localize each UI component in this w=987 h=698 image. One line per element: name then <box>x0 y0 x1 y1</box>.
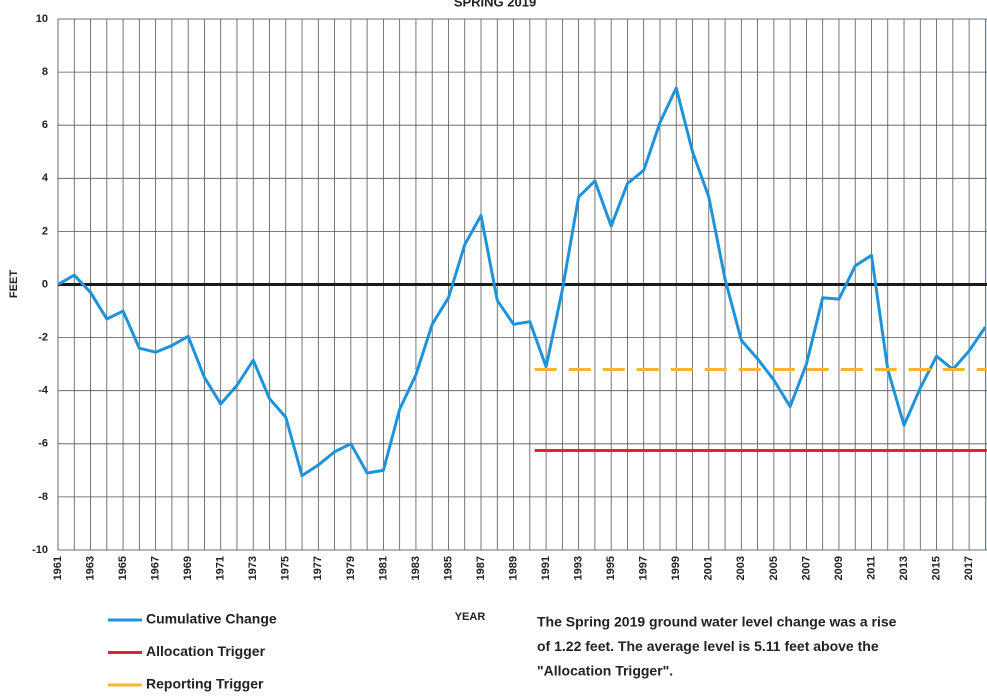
x-tick-label: 1989 <box>507 556 519 580</box>
y-tick-label: 8 <box>42 66 48 78</box>
y-tick-label: -6 <box>38 438 48 450</box>
x-tick-label: 1991 <box>540 556 552 580</box>
y-tick-label: -4 <box>38 385 49 397</box>
legend-label: Reporting Trigger <box>146 676 264 692</box>
x-tick-label: 2013 <box>898 556 910 580</box>
legend-label: Cumulative Change <box>146 611 277 627</box>
x-tick-label: 1987 <box>475 556 487 580</box>
x-tick-label: 1969 <box>182 556 194 580</box>
x-tick-label: 2015 <box>930 556 942 580</box>
x-tick-label: 2007 <box>800 556 812 580</box>
x-tick-label: 1967 <box>150 556 162 580</box>
annotation: "Allocation Trigger". <box>537 663 673 679</box>
y-tick-label: 2 <box>42 225 48 237</box>
x-tick-label: 1995 <box>605 556 617 580</box>
y-tick-label: 0 <box>42 278 48 290</box>
annotation: of 1.22 feet. The average level is 5.11 … <box>537 638 879 654</box>
x-tick-label: 1983 <box>410 556 422 580</box>
y-tick-label: -8 <box>38 491 48 503</box>
legend-label: Allocation Trigger <box>146 643 266 659</box>
y-tick-label: 4 <box>42 172 49 184</box>
x-tick-label: 1965 <box>117 556 129 580</box>
y-tick-label: -2 <box>38 332 48 344</box>
x-tick-label: 1997 <box>638 556 650 580</box>
x-tick-label: 2017 <box>963 556 975 580</box>
y-axis-label: FEET <box>8 270 20 298</box>
x-tick-label: 1977 <box>312 556 324 580</box>
x-tick-label: 1971 <box>215 556 227 580</box>
x-tick-label: 1961 <box>52 556 64 580</box>
y-tick-label: 6 <box>42 119 48 131</box>
series-line <box>58 86 987 478</box>
y-tick-label: -10 <box>32 544 48 556</box>
x-tick-label: 2003 <box>735 556 747 580</box>
x-tick-label: 2009 <box>833 556 845 580</box>
x-tick-label: 1975 <box>280 556 292 580</box>
x-tick-label: 2011 <box>865 556 877 580</box>
x-tick-label: 1981 <box>377 556 389 580</box>
annotation: The Spring 2019 ground water level chang… <box>537 614 897 630</box>
x-tick-label: 1985 <box>442 556 454 580</box>
x-tick-label: 2001 <box>703 556 715 580</box>
x-tick-label: 1993 <box>573 556 585 580</box>
x-tick-label: 1963 <box>84 556 96 580</box>
x-tick-label: 2005 <box>768 556 780 580</box>
x-axis-label: YEAR <box>455 611 486 623</box>
chart-title: SPRING 2019 <box>454 0 536 9</box>
plot <box>58 86 987 478</box>
x-tick-label: 1973 <box>247 556 259 580</box>
x-tick-label: 1979 <box>345 556 357 580</box>
x-tick-label: 1999 <box>670 556 682 580</box>
y-tick-label: 10 <box>36 13 48 25</box>
